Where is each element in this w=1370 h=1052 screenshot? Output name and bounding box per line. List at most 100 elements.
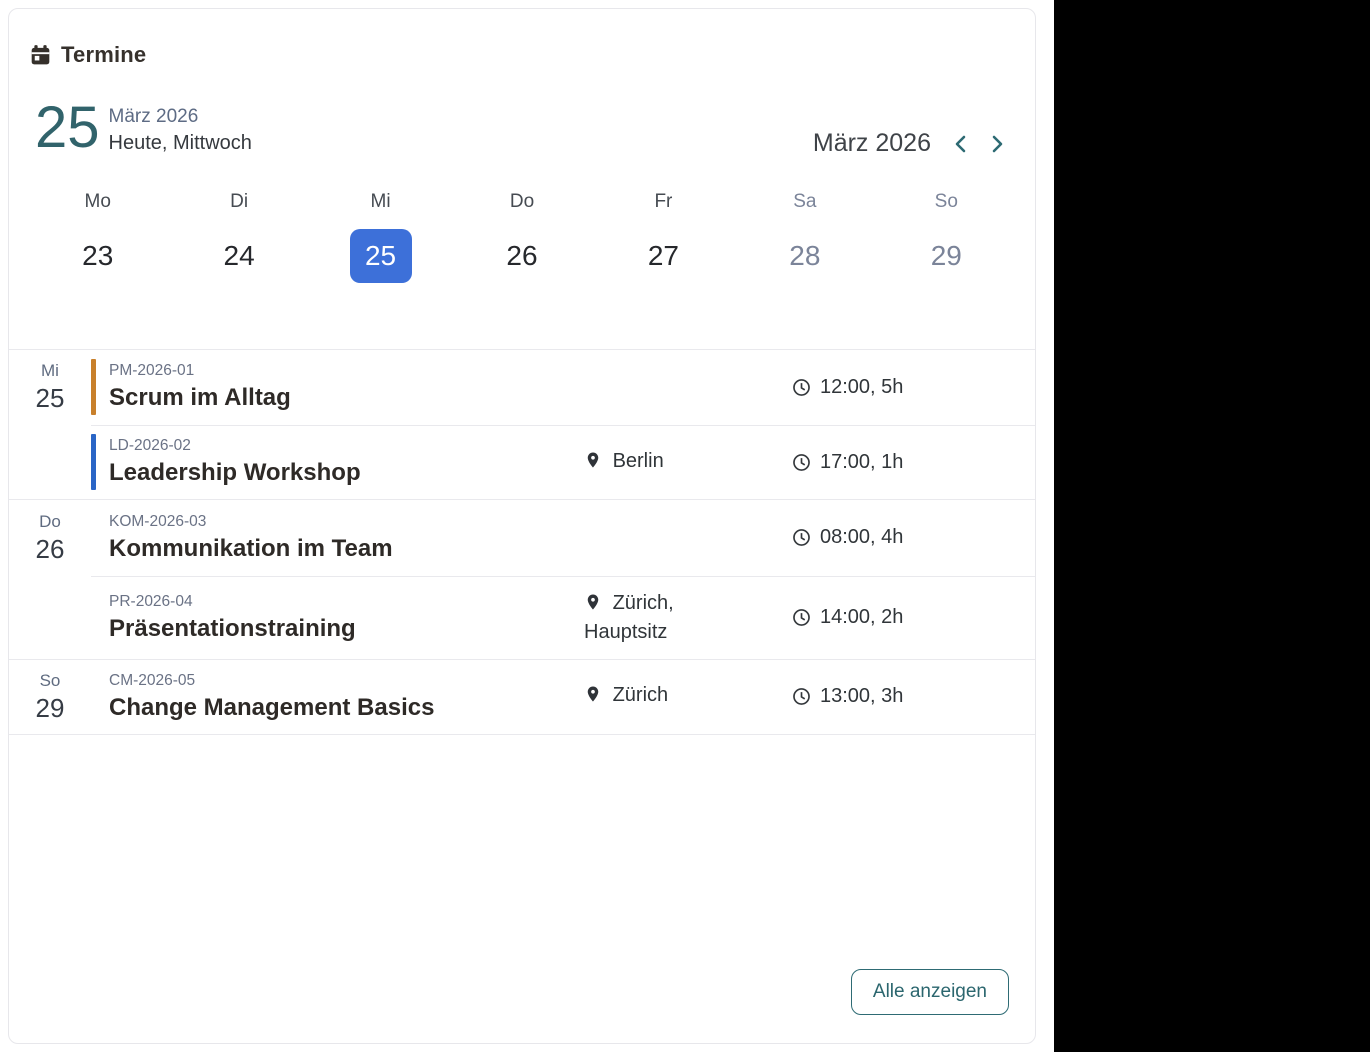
event-time: 12:00, 5h (791, 376, 1035, 399)
chevron-left-icon (951, 132, 971, 156)
event-row[interactable]: Do 26 KOM-2026-03 Kommunikation im Team (9, 499, 1035, 576)
event-time-text: 08:00, 4h (820, 526, 904, 548)
event-text: PR-2026-04 Präsentationstraining (109, 593, 356, 643)
event-date-cell: Do 26 (9, 512, 91, 564)
month-nav-label: März 2026 (812, 129, 931, 157)
location-pin-icon (584, 452, 608, 475)
day-name-label: Do (509, 191, 535, 212)
week-cell-mo: Mo 23 (27, 191, 168, 283)
event-text: LD-2026-02 Leadership Workshop (109, 437, 361, 487)
event-time-text: 17:00, 1h (820, 450, 904, 473)
event-main: PR-2026-04 Präsentationstraining (91, 590, 584, 646)
event-time: 08:00, 4h (791, 526, 1035, 549)
week-cell-sa: Sa 28 (734, 191, 875, 283)
day-name-label: Mi (370, 191, 391, 212)
event-location-text: Zürich (612, 684, 669, 706)
event-time: 17:00, 1h (791, 451, 1035, 474)
event-code: KOM-2026-03 (109, 512, 207, 530)
event-time: 14:00, 2h (791, 606, 1035, 629)
event-day-label: Do (39, 511, 61, 531)
day-name-label: So (934, 191, 958, 212)
week-strip: Mo 23 Di 24 Mi 25 Do 26 Fr 27 (27, 191, 1017, 283)
today-day-number: 25 (35, 95, 100, 160)
week-cell-di: Di 24 (168, 191, 309, 283)
event-day-number: 26 (35, 533, 65, 564)
event-row[interactable]: So 29 CM-2026-05 Change Management Basic… (9, 659, 1035, 734)
event-code: PM-2026-01 (109, 362, 195, 379)
event-main: CM-2026-05 Change Management Basics (91, 669, 584, 725)
event-time-text: 14:00, 2h (820, 606, 904, 628)
chevron-right-icon (987, 132, 1007, 156)
event-row[interactable]: PR-2026-04 Präsentationstraining Zürich,… (9, 576, 1035, 659)
event-location-text: Berlin (612, 449, 664, 472)
date-overview: 25 März 2026 Heute, Mittwoch März 2026 (35, 99, 1009, 158)
event-main: LD-2026-02 Leadership Workshop (91, 434, 584, 490)
previous-month-button[interactable] (949, 130, 973, 158)
clock-icon (791, 607, 812, 628)
show-all-button[interactable]: Alle anzeigen (850, 969, 1009, 1015)
next-month-button[interactable] (985, 130, 1009, 158)
event-accent-bar (91, 359, 96, 415)
event-row[interactable]: Mi 25 PM-2026-01 Scrum im Alltag (9, 349, 1035, 425)
event-code: LD-2026-02 (109, 437, 191, 454)
day-name-label: Fr (654, 191, 673, 212)
day-date[interactable]: 24 (223, 240, 255, 271)
event-day-number: 25 (35, 383, 65, 413)
event-title: Kommunikation im Team (109, 534, 393, 562)
event-date-cell: So 29 (9, 671, 91, 723)
offscreen-black-area (1054, 0, 1370, 1052)
day-date[interactable]: 26 (506, 240, 538, 271)
clock-icon (791, 452, 812, 473)
event-text: KOM-2026-03 Kommunikation im Team (109, 513, 393, 563)
event-location: Berlin (584, 448, 791, 477)
event-row[interactable]: LD-2026-02 Leadership Workshop Berlin (9, 425, 1035, 499)
event-accent-bar (91, 669, 96, 725)
event-accent-bar (91, 510, 96, 566)
location-pin-icon (584, 594, 608, 617)
day-name-label: Di (230, 191, 249, 212)
event-accent-bar (91, 590, 96, 646)
selected-day-chip[interactable]: 25 (349, 229, 412, 283)
clock-icon (791, 686, 812, 707)
appointments-card: Termine 25 März 2026 Heute, Mittwoch Mär… (8, 8, 1036, 1044)
today-subtitle: Heute, Mittwoch (108, 132, 252, 154)
event-day-number: 29 (35, 692, 65, 723)
day-name-label: Sa (793, 191, 817, 212)
calendar-icon (29, 44, 52, 67)
day-date[interactable]: 27 (647, 240, 679, 271)
event-main: KOM-2026-03 Kommunikation im Team (91, 510, 584, 566)
event-location-text: Zürich, Hauptsitz (584, 592, 674, 643)
event-time-text: 13:00, 3h (820, 685, 904, 707)
event-accent-bar (91, 434, 96, 490)
event-code: CM-2026-05 (109, 671, 196, 689)
card-title: Termine (61, 42, 147, 67)
clock-icon (791, 377, 812, 398)
event-text: PM-2026-01 Scrum im Alltag (109, 362, 291, 412)
event-day-label: Mi (41, 361, 59, 380)
event-time: 13:00, 3h (791, 685, 1035, 708)
event-title: Scrum im Alltag (109, 384, 291, 411)
week-cell-do: Do 26 (451, 191, 592, 283)
day-date[interactable]: 23 (82, 240, 114, 271)
today-block: 25 März 2026 Heute, Mittwoch (35, 99, 252, 157)
week-cell-fr: Fr 27 (593, 191, 734, 283)
location-pin-icon (584, 686, 608, 709)
day-date-selected[interactable]: 25 (310, 229, 451, 283)
today-month-year: März 2026 (108, 106, 199, 127)
day-date[interactable]: 28 (789, 240, 821, 271)
event-time-text: 12:00, 5h (820, 375, 904, 398)
event-text: CM-2026-05 Change Management Basics (109, 672, 434, 722)
card-header: Termine (29, 42, 146, 68)
week-cell-so: So 29 (876, 191, 1017, 283)
day-name-label: Mo (84, 191, 111, 212)
event-code: PR-2026-04 (109, 592, 193, 610)
event-title: Change Management Basics (109, 693, 435, 721)
day-date[interactable]: 29 (930, 240, 962, 271)
clock-icon (791, 527, 812, 548)
event-main: PM-2026-01 Scrum im Alltag (91, 359, 584, 415)
month-navigation: März 2026 (813, 129, 1009, 158)
event-day-label: So (39, 670, 61, 690)
event-location: Zürich (584, 682, 791, 711)
event-location: Zürich, Hauptsitz (584, 590, 791, 645)
